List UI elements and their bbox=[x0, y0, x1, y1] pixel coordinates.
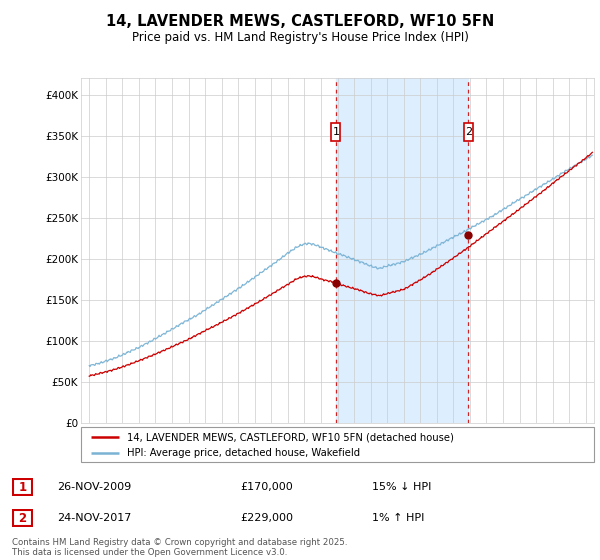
Text: 26-NOV-2009: 26-NOV-2009 bbox=[57, 482, 131, 492]
Text: Contains HM Land Registry data © Crown copyright and database right 2025.
This d: Contains HM Land Registry data © Crown c… bbox=[12, 538, 347, 557]
FancyBboxPatch shape bbox=[13, 510, 32, 526]
FancyBboxPatch shape bbox=[81, 427, 594, 462]
Text: 1% ↑ HPI: 1% ↑ HPI bbox=[372, 513, 424, 523]
Text: 14, LAVENDER MEWS, CASTLEFORD, WF10 5FN: 14, LAVENDER MEWS, CASTLEFORD, WF10 5FN bbox=[106, 14, 494, 29]
FancyBboxPatch shape bbox=[13, 479, 32, 495]
Text: HPI: Average price, detached house, Wakefield: HPI: Average price, detached house, Wake… bbox=[127, 449, 360, 458]
Text: 24-NOV-2017: 24-NOV-2017 bbox=[57, 513, 131, 523]
Text: 14, LAVENDER MEWS, CASTLEFORD, WF10 5FN (detached house): 14, LAVENDER MEWS, CASTLEFORD, WF10 5FN … bbox=[127, 432, 454, 442]
Bar bbox=[336, 78, 468, 423]
FancyBboxPatch shape bbox=[331, 123, 340, 141]
FancyBboxPatch shape bbox=[464, 123, 473, 141]
Text: 1: 1 bbox=[332, 127, 340, 137]
Text: £229,000: £229,000 bbox=[240, 513, 293, 523]
Text: 1: 1 bbox=[19, 480, 26, 494]
Text: £170,000: £170,000 bbox=[240, 482, 293, 492]
Text: 2: 2 bbox=[464, 127, 472, 137]
Text: 2: 2 bbox=[19, 511, 26, 525]
Text: 15% ↓ HPI: 15% ↓ HPI bbox=[372, 482, 431, 492]
Text: Price paid vs. HM Land Registry's House Price Index (HPI): Price paid vs. HM Land Registry's House … bbox=[131, 31, 469, 44]
